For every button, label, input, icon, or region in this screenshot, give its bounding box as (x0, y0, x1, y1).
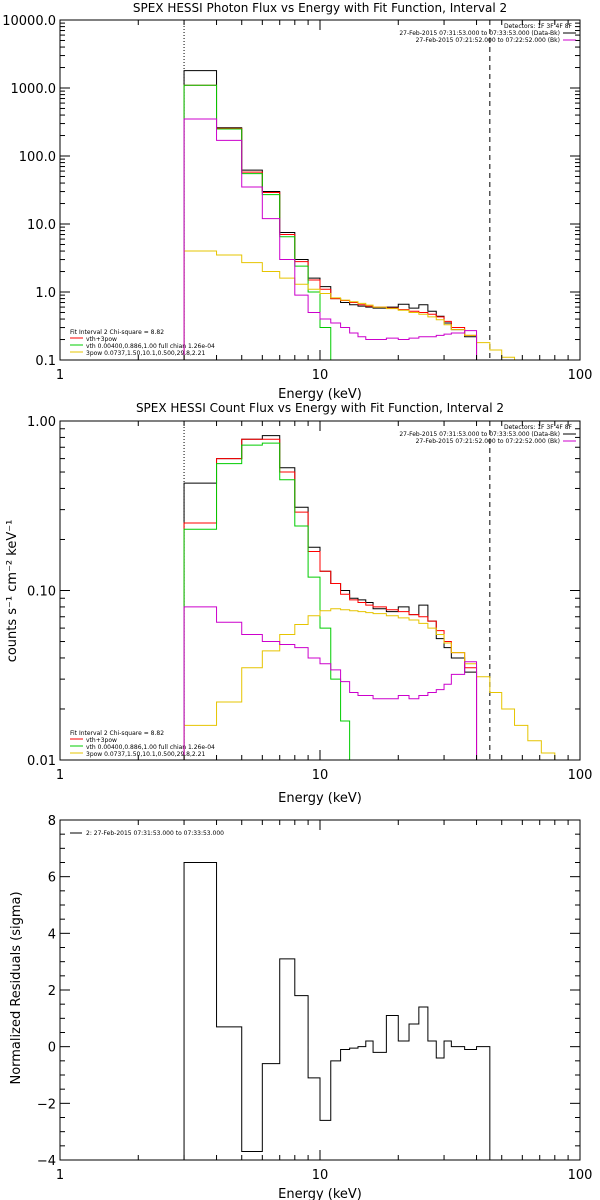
photon-series-4 (183, 118, 478, 360)
count-annotation-3pow: 3pow 0.0737,1.50,10.1,0.500,29.8,2.21 (86, 751, 205, 758)
photon-annotation-vth: vth 0.00400,0.886,1.00 full chian 1.26e-… (86, 343, 215, 350)
residuals-legend-label: 2: 27-Feb-2015 07:31:53.000 to 07:33:53.… (86, 830, 224, 837)
photon-ytick-label: 0.1 (35, 354, 56, 369)
photon-ytick-label: 1.0 (35, 286, 56, 301)
photon-panel-title: SPEX HESSI Photon Flux vs Energy with Fi… (133, 1, 507, 15)
photon-ytick-label: 10000.0 (2, 14, 56, 29)
count-annotation-vth3pow: vth+3pow (86, 737, 117, 744)
photon-xtick-label: 100 (568, 368, 593, 383)
photon-series-1-vth-3pow (183, 84, 478, 360)
residuals-series-0-2-27-feb-2015-07-31-53-0 (183, 862, 491, 1160)
count-xtick-label: 10 (312, 768, 329, 783)
residuals-panel-ylabel: Normalized Residuals (sigma) (9, 891, 24, 1084)
photon-annotation-vth3pow: vth+3pow (86, 336, 117, 343)
photon-series-0 (183, 70, 478, 360)
count-series-4 (183, 606, 478, 760)
count-panel-title: SPEX HESSI Count Flux vs Energy with Fit… (136, 401, 504, 415)
photon-ytick-label: 10.0 (27, 218, 56, 233)
residuals-ytick-label: 6 (48, 871, 56, 886)
residuals-ytick-label: 2 (48, 984, 56, 999)
count-series-3-3pow-0-0737-1-50-10-1-0- (183, 608, 556, 760)
residuals-xtick-label: 100 (568, 1168, 593, 1183)
photon-xtick-label: 1 (56, 368, 64, 383)
residuals-ytick-label: −2 (37, 1097, 56, 1112)
photon-series-3-3pow-0-0737-1-50-10-1-0- (183, 250, 528, 360)
photon-ytick-label: 100.0 (19, 150, 56, 165)
residuals-panel-xlabel: Energy (keV) (278, 1187, 362, 1200)
count-panel-ylabel: counts s⁻¹ cm⁻² keV⁻¹ (5, 520, 20, 663)
photon-annotation-3pow: 3pow 0.0737,1.50,10.1,0.500,29.8,2.21 (86, 350, 205, 357)
count-annotation-fit: Fit Interval 2 Chi-square = 8.82 (70, 730, 164, 737)
count-ytick-label: 0.10 (27, 585, 56, 600)
count-panel-xlabel: Energy (keV) (278, 791, 362, 806)
residuals-xtick-label: 10 (312, 1168, 329, 1183)
count-annotation-vth: vth 0.00400,0.886,1.00 full chian 1.26e-… (86, 744, 215, 751)
photon-flux-panel: SPEX HESSI Photon Flux vs Energy with Fi… (2, 1, 592, 402)
residuals-ytick-label: 4 (48, 927, 56, 942)
photon-xtick-label: 10 (312, 368, 329, 383)
count-series-0 (183, 435, 478, 760)
residuals-ytick-label: 8 (48, 814, 56, 829)
count-annotation-bk-interval: 27-Feb-2015 07:21:52.000 to 07:22:52.000… (416, 438, 560, 445)
photon-annotation-bk-interval: 27-Feb-2015 07:21:52.000 to 07:22:52.000… (416, 37, 560, 44)
count-xtick-label: 100 (568, 768, 593, 783)
photon-ytick-label: 1000.0 (11, 82, 57, 97)
count-ytick-label: 1.00 (27, 415, 56, 430)
photon-annotation-data-interval: 27-Feb-2015 07:31:53.000 to 07:33:53.000… (399, 30, 560, 37)
photon-annotation-detectors: Detectors: 1F 3F 4F 8F (504, 23, 573, 30)
count-xtick-label: 1 (56, 768, 64, 783)
photon-annotation-fit: Fit Interval 2 Chi-square = 8.82 (70, 329, 164, 336)
residuals-panel: Energy (keV) Normalized Residuals (sigma… (9, 814, 592, 1200)
count-annotation-detectors: Detectors: 1F 3F 4F 8F (504, 424, 573, 431)
residuals-xtick-label: 1 (56, 1168, 64, 1183)
residuals-ytick-label: 0 (48, 1041, 56, 1056)
photon-panel-xlabel: Energy (keV) (278, 387, 362, 402)
count-annotation-data-interval: 27-Feb-2015 07:31:53.000 to 07:33:53.000… (399, 431, 560, 438)
count-ytick-label: 0.01 (27, 754, 56, 769)
count-series-2-vth-0-00400-0-886-1-00-f (183, 442, 358, 760)
count-flux-panel: SPEX HESSI Count Flux vs Energy with Fit… (5, 401, 592, 806)
residuals-ytick-label: −4 (37, 1154, 56, 1169)
